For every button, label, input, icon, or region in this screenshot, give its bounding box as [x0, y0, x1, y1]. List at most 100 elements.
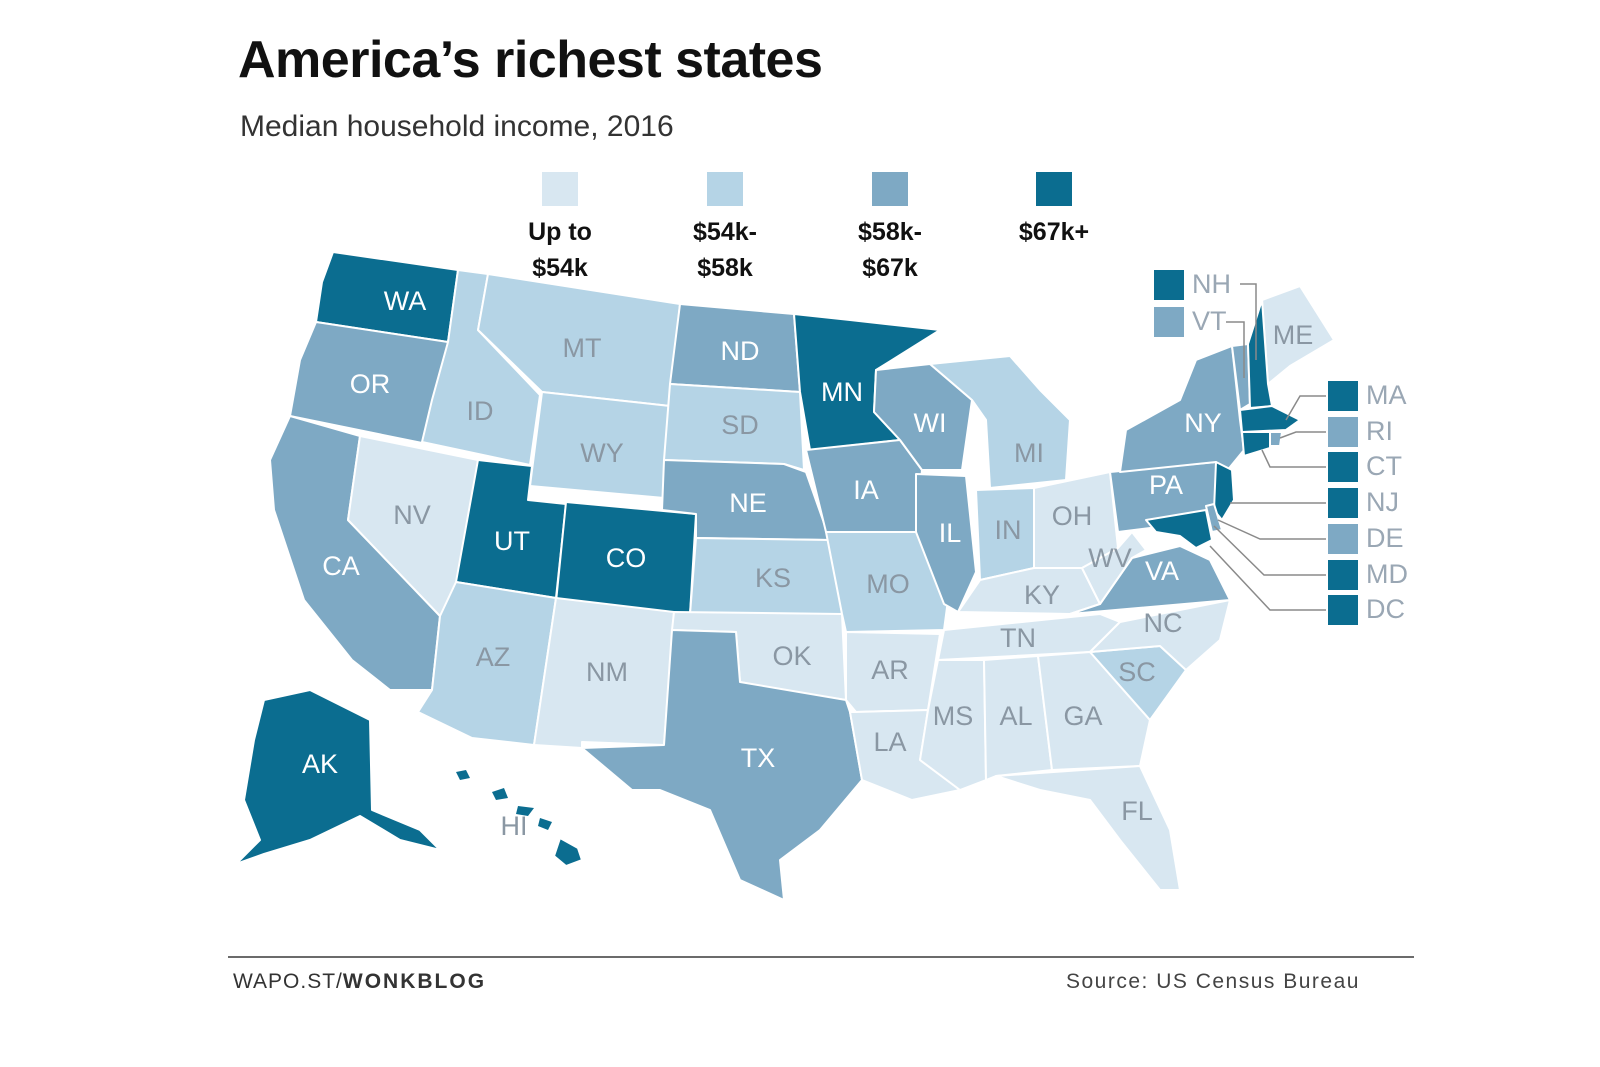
- state-label-or: OR: [350, 369, 391, 399]
- callout-label-vt: VT: [1192, 306, 1227, 336]
- northeast-leader-lines: [1209, 283, 1326, 611]
- legend-item-tier-3: $58k- $67k: [820, 172, 960, 286]
- state-label-ak: AK: [302, 749, 338, 779]
- leader-line-md: [1213, 525, 1326, 576]
- legend-label: Up to $54k: [528, 218, 592, 282]
- leader-line-ma: [1285, 395, 1326, 421]
- state-ct: [1241, 431, 1271, 457]
- hawaii-island-shape: [456, 770, 470, 780]
- legend-swatch: [542, 172, 578, 206]
- state-label-ga: GA: [1063, 701, 1102, 731]
- callout-label-nh: NH: [1192, 269, 1231, 299]
- hawaii-island-shape: [538, 818, 552, 830]
- footer-credit[interactable]: WAPO.ST/WONKBLOG: [233, 970, 486, 994]
- legend-label: $58k- $67k: [858, 218, 922, 282]
- state-label-ms: MS: [933, 701, 974, 731]
- state-label-ia: IA: [853, 475, 879, 505]
- state-label-mt: MT: [563, 333, 602, 363]
- leader-line-de: [1217, 519, 1326, 540]
- state-label-nc: NC: [1144, 608, 1183, 638]
- legend-item-tier-4: $67k+: [984, 172, 1124, 250]
- state-label-in: IN: [995, 515, 1022, 545]
- northeast-small-states: [1145, 299, 1301, 549]
- leader-line-dc: [1209, 545, 1326, 611]
- state-label-il: IL: [939, 518, 962, 548]
- state-or: [289, 321, 449, 446]
- state-tx: [581, 629, 863, 901]
- state-de: [1205, 503, 1223, 533]
- state-mi: [929, 355, 1071, 489]
- state-label-ks: KS: [755, 563, 791, 593]
- map-title: America’s richest states: [238, 31, 823, 89]
- callout-label-nj: NJ: [1366, 487, 1399, 517]
- state-label-oh: OH: [1052, 501, 1093, 531]
- state-label-tn: TN: [1000, 623, 1036, 653]
- legend-item-tier-2: $54k- $58k: [655, 172, 795, 286]
- state-label-wi: WI: [914, 408, 947, 438]
- state-label-tx: TX: [741, 743, 776, 773]
- state-label-ne: NE: [729, 488, 767, 518]
- state-al: [983, 655, 1053, 781]
- hawaii-island-shape: [492, 788, 508, 800]
- state-label-va: VA: [1145, 556, 1179, 586]
- state-wv: [1081, 531, 1147, 605]
- callout-box-ct: [1328, 452, 1358, 482]
- legend-swatch: [1036, 172, 1072, 206]
- callout-label-ct: CT: [1366, 451, 1402, 481]
- leader-line-vt: [1226, 321, 1245, 378]
- state-label-co: CO: [606, 543, 647, 573]
- leader-line-ri: [1279, 431, 1326, 439]
- northeast-callouts: NH VT MA RI CT NJ DE MD DC: [1154, 269, 1408, 625]
- state-label-ut: UT: [494, 526, 530, 556]
- callout-label-dc: DC: [1366, 594, 1405, 624]
- legend-label: $54k- $58k: [693, 218, 757, 282]
- state-label-mn: MN: [821, 377, 863, 407]
- legend-item-tier-1: Up to $54k: [490, 172, 630, 286]
- leader-line-ct: [1261, 449, 1326, 468]
- credit-prefix: WAPO.ST/: [233, 970, 343, 993]
- state-shapes: [235, 251, 1335, 901]
- state-label-nv: NV: [393, 500, 431, 530]
- footer-divider: [228, 956, 1414, 958]
- state-ny: [1119, 345, 1245, 473]
- state-label-ar: AR: [871, 655, 909, 685]
- state-label-mo: MO: [866, 569, 910, 599]
- state-label-fl: FL: [1121, 796, 1153, 826]
- state-ma: [1239, 405, 1301, 433]
- callout-box-ma: [1328, 381, 1358, 411]
- legend-swatch: [707, 172, 743, 206]
- state-label-mi: MI: [1014, 438, 1044, 468]
- legend-swatch: [872, 172, 908, 206]
- callout-box-nj: [1328, 488, 1358, 518]
- state-nh: [1247, 299, 1273, 409]
- hawaii-island-shape: [516, 806, 534, 816]
- state-label-ny: NY: [1184, 408, 1222, 438]
- state-label-az: AZ: [476, 642, 511, 672]
- state-label-nm: NM: [586, 657, 628, 687]
- callout-box-de: [1328, 524, 1358, 554]
- callout-label-de: DE: [1366, 523, 1404, 553]
- state-hi: [553, 837, 583, 867]
- state-label-ca: CA: [322, 551, 360, 581]
- map-subtitle: Median household income, 2016: [240, 110, 674, 143]
- footer-source: Source: US Census Bureau: [1066, 970, 1360, 993]
- state-label-la: LA: [873, 727, 906, 757]
- state-label-wy: WY: [580, 438, 624, 468]
- state-label-pa: PA: [1149, 470, 1183, 500]
- state-label-hi: HI: [501, 811, 528, 841]
- state-label-ky: KY: [1024, 580, 1060, 610]
- state-label-ok: OK: [772, 641, 811, 671]
- state-ak: [235, 689, 441, 865]
- state-ri: [1269, 431, 1283, 447]
- state-ga: [1037, 651, 1151, 771]
- state-fl: [995, 765, 1181, 891]
- callout-box-nh: [1154, 270, 1184, 300]
- state-md: [1145, 509, 1213, 549]
- callout-label-ma: MA: [1366, 380, 1407, 410]
- credit-brand: WONKBLOG: [342, 970, 487, 993]
- state-nj: [1213, 461, 1235, 521]
- state-label-wa: WA: [384, 286, 427, 316]
- state-labels: WA OR CA NV ID MT WY UT CO AZ NM ND SD N…: [302, 286, 1313, 841]
- state-label-wv: WV: [1088, 543, 1132, 573]
